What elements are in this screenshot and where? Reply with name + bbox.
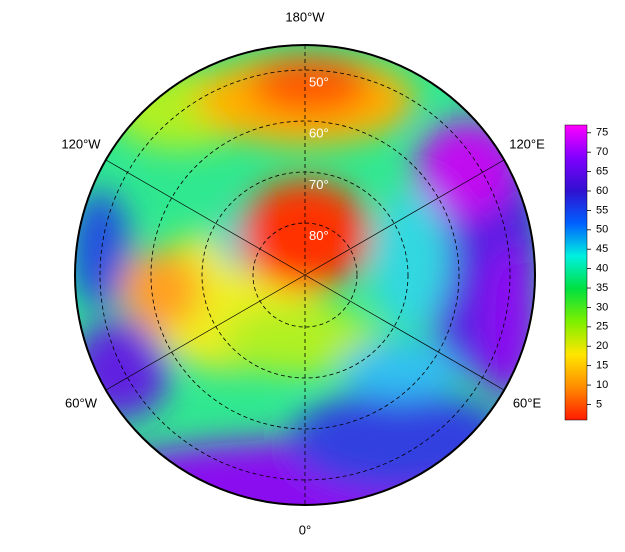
colorbar-tick-label: 10: [596, 379, 608, 391]
colorbar-tick-label: 15: [596, 360, 608, 372]
latitude-labels: 50° 60° 70° 80°: [309, 74, 329, 243]
colorbar-tick-label: 65: [596, 165, 608, 177]
colorbar-tick-label: 55: [596, 204, 608, 216]
colorbar-tick-label: 45: [596, 243, 608, 255]
colorbar-tick-label: 35: [596, 282, 608, 294]
data-field: [75, 45, 535, 505]
longitude-label: 60°E: [513, 395, 542, 410]
longitude-label: 60°W: [65, 395, 98, 410]
map-boundary: [74, 44, 536, 506]
colorbar-tick-label: 50: [596, 224, 608, 236]
longitude-label: 120°E: [509, 136, 545, 151]
colorbar-tick-label: 60: [596, 185, 608, 197]
latitude-label: 50°: [309, 74, 329, 89]
latitude-label: 80°: [309, 228, 329, 243]
colorbar: [564, 124, 588, 421]
colorbar-tick-label: 75: [596, 127, 608, 139]
colorbar-tick-label: 20: [596, 340, 608, 352]
colorbar-tick-label: 40: [596, 263, 608, 275]
latitude-label: 60°: [309, 126, 329, 141]
meridians: [105, 159, 505, 391]
latitude-label: 70°: [309, 177, 329, 192]
graticule: [99, 45, 511, 505]
colorbar-tick-label: 30: [596, 301, 608, 313]
longitude-label: 0°: [299, 522, 311, 537]
colorbar-tick-label: 5: [596, 398, 602, 410]
longitude-label: 120°W: [61, 136, 101, 151]
colorbar-tick-label: 70: [596, 146, 608, 158]
colorbar-ticks: 5 10 15 20 25 30 35 40 45 50 55 60 65 70 75: [587, 127, 608, 410]
longitude-label: 180°W: [285, 9, 325, 24]
colorbar-tick-label: 25: [596, 321, 608, 333]
